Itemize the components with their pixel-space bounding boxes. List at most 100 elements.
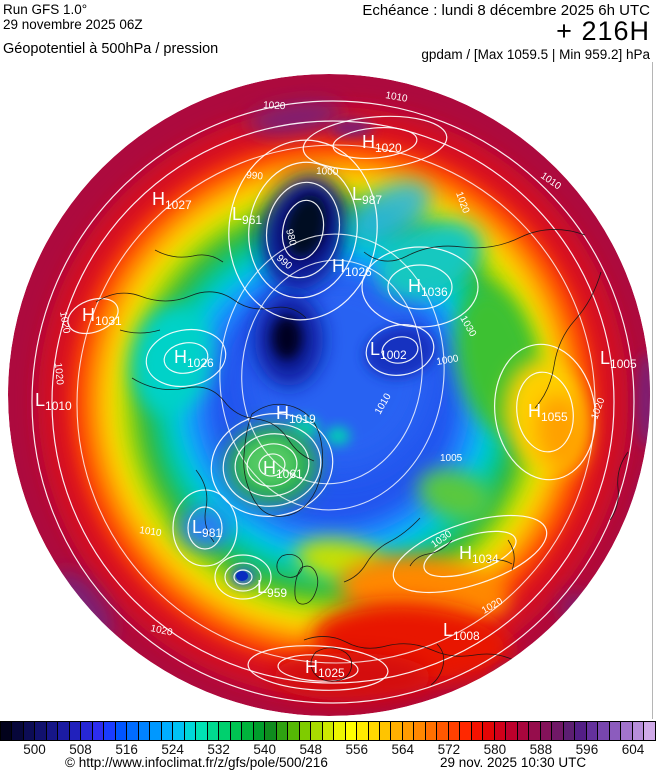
colorbar-cell (275, 722, 288, 740)
run-date-label: 29 novembre 2025 06Z (3, 17, 143, 32)
colorbar-cell (367, 722, 379, 740)
isobar-label: 1020 (57, 311, 72, 335)
colorbar-cell (424, 722, 437, 740)
colorbar-cell (539, 722, 552, 740)
colorbar-tick: 572 (437, 742, 461, 757)
pressure-label-l961: L961 (232, 204, 262, 227)
pressure-label-h1020: H1020 (362, 132, 402, 155)
colorbar-cell (401, 722, 414, 740)
map-area: 1010 1020 990 1000 1010 980 990 1010 1020 1020 102… (8, 74, 650, 716)
colorbar-cell (68, 722, 81, 740)
valid-time-label: Echéance : lundi 8 décembre 2025 6h UTC (362, 2, 650, 19)
isobar-label: 990 (246, 170, 264, 182)
colorbar-cell (149, 722, 161, 740)
isobar-label: 1020 (149, 623, 173, 638)
colorbar-tick: 500 (23, 742, 46, 757)
colorbar-cell (57, 722, 69, 740)
colorbar-cell (333, 722, 345, 740)
colorbar-cell (562, 722, 575, 740)
pressure-system-labels: H1027 L961 L987 H1020 H1026 H1036 L1002 H1026 H1… (35, 132, 637, 680)
isobar-label: 1010 (384, 90, 408, 105)
colorbar-cell (218, 722, 230, 740)
stray-mark: ¯ (146, 0, 152, 9)
colorbar-tick: 540 (253, 742, 276, 757)
colorbar-cell (631, 722, 644, 740)
colorbar-cell (172, 722, 184, 740)
colorbar-cell (608, 722, 621, 740)
isobar-label: 1000 (316, 166, 339, 178)
colorbar-cell (356, 722, 368, 740)
units-minmax-label: gpdam / [Max 1059.5 | Min 959.2] hPa (421, 47, 650, 62)
colorbar-cell (597, 722, 609, 740)
pressure-label-h1061: H1061 (263, 458, 303, 481)
colorbar-tick: 532 (207, 742, 230, 757)
isobar-label: 1000 (436, 353, 460, 368)
isobar-label: 1020 (52, 362, 65, 386)
colorbar-tick: 548 (299, 742, 322, 757)
colorbar-cell (103, 722, 115, 740)
colorbar-cell (195, 722, 207, 740)
colorbar-cell (390, 722, 402, 740)
pressure-label-l1010: L1010 (35, 390, 72, 413)
colorbar-cell (574, 722, 586, 740)
colorbar-ticks: 500 508 516 524 532 540 548 556 564 572 580 588 596 6… (0, 742, 656, 757)
colorbar-cell (620, 722, 632, 740)
isobar-label: 1020 (263, 100, 286, 112)
isobar-label: 980 (283, 228, 298, 247)
colorbar-tick: 524 (161, 742, 184, 757)
pressure-label-h1025: H1025 (305, 657, 345, 680)
colorbar-tick: 564 (391, 742, 415, 757)
parameter-label: Géopotentiel à 500hPa / pression (3, 41, 219, 57)
colorbar-cell (505, 722, 517, 740)
pressure-label-h1019: H1019 (276, 403, 316, 426)
pressure-label-l981: L981 (192, 517, 222, 540)
colorbar-tick: 588 (529, 742, 553, 757)
colorbar-cell (298, 722, 311, 740)
colorbar-cell (45, 722, 58, 740)
colorbar-tick: 596 (575, 742, 599, 757)
colorbar-cell (183, 722, 196, 740)
pressure-label-h1026: H1026 (332, 256, 372, 279)
colorbar-cell (482, 722, 494, 740)
run-model-label: Run GFS 1.0° (3, 2, 88, 17)
colorbar-cell (516, 722, 529, 740)
generation-timestamp: 29 nov. 2025 10:30 UTC (440, 755, 587, 770)
colorbar-cell (229, 722, 242, 740)
colorbar-cell (459, 722, 471, 740)
colorbar-cell (321, 722, 334, 740)
colorbar-cell (344, 722, 357, 740)
pressure-label-h1034: H1034 (459, 543, 499, 566)
colorbar-cell (91, 722, 104, 740)
pressure-label-l1008: L1008 (443, 620, 480, 643)
pressure-label-l1002: L1002 (370, 339, 407, 362)
colorbar (0, 721, 656, 741)
colorbar-tick: 580 (483, 742, 507, 757)
pressure-label-h1036: H1036 (408, 276, 448, 299)
colorbar-cell (310, 722, 322, 740)
colorbar-cell (252, 722, 265, 740)
colorbar-tick: 604 (621, 742, 645, 757)
colorbar-cell (585, 722, 598, 740)
frame-line (652, 62, 653, 719)
colorbar-cell (287, 722, 299, 740)
pressure-label-l959: L959 (257, 577, 287, 600)
isobar-label: 1010 (195, 79, 220, 96)
colorbar-cell (137, 722, 150, 740)
colorbar-cell (1, 722, 12, 740)
colorbar-cell (126, 722, 138, 740)
colorbar-cell (436, 722, 448, 740)
colorbar-cell (493, 722, 506, 740)
colorbar-cell (80, 722, 92, 740)
colorbar-tick: 508 (69, 742, 92, 757)
isobar-label: 1010 (139, 525, 163, 539)
colorbar-cell (34, 722, 46, 740)
pressure-label-h1055: H1055 (528, 401, 568, 424)
colorbar-cell (22, 722, 35, 740)
lead-time-label: + 216H (556, 16, 650, 46)
colorbar-cell (241, 722, 253, 740)
colorbar-cell (470, 722, 483, 740)
pressure-label-l1005: L1005 (600, 348, 637, 371)
colorbar-cell (551, 722, 563, 740)
